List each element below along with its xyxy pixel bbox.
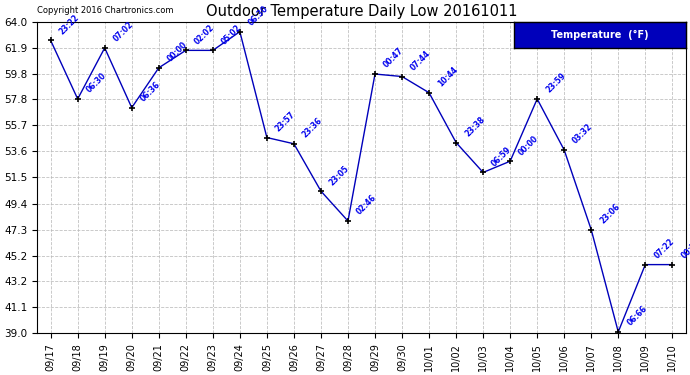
Text: 00:00: 00:00 (166, 40, 189, 64)
Text: 06:36: 06:36 (139, 80, 162, 104)
Text: 10:44: 10:44 (436, 65, 460, 88)
Text: 05:02: 05:02 (220, 23, 243, 46)
Text: 23:22: 23:22 (57, 13, 81, 36)
Text: 02:46: 02:46 (355, 194, 378, 217)
Text: 07:22: 07:22 (652, 237, 676, 261)
Text: 03:32: 03:32 (571, 122, 595, 146)
Text: 06:66: 06:66 (625, 304, 649, 328)
Text: 23:59: 23:59 (544, 72, 567, 95)
Text: 23:36: 23:36 (301, 116, 324, 140)
Text: Copyright 2016 Chartronics.com: Copyright 2016 Chartronics.com (37, 6, 174, 15)
Text: 07:44: 07:44 (409, 49, 433, 72)
Text: 23:57: 23:57 (274, 110, 297, 134)
Text: 06:30: 06:30 (247, 4, 270, 27)
Text: 00:00: 00:00 (517, 134, 540, 157)
Text: 23:38: 23:38 (463, 115, 486, 138)
Text: 00:56: 00:56 (679, 237, 690, 261)
Text: 06:59: 06:59 (490, 145, 513, 168)
Text: 06:30: 06:30 (85, 71, 108, 95)
Text: 07:02: 07:02 (112, 20, 135, 44)
Text: 00:47: 00:47 (382, 46, 406, 70)
Title: Outdoor Temperature Daily Low 20161011: Outdoor Temperature Daily Low 20161011 (206, 4, 518, 19)
Text: 23:06: 23:06 (598, 202, 622, 226)
Text: 23:05: 23:05 (328, 164, 351, 187)
Text: 02:02: 02:02 (193, 23, 216, 46)
